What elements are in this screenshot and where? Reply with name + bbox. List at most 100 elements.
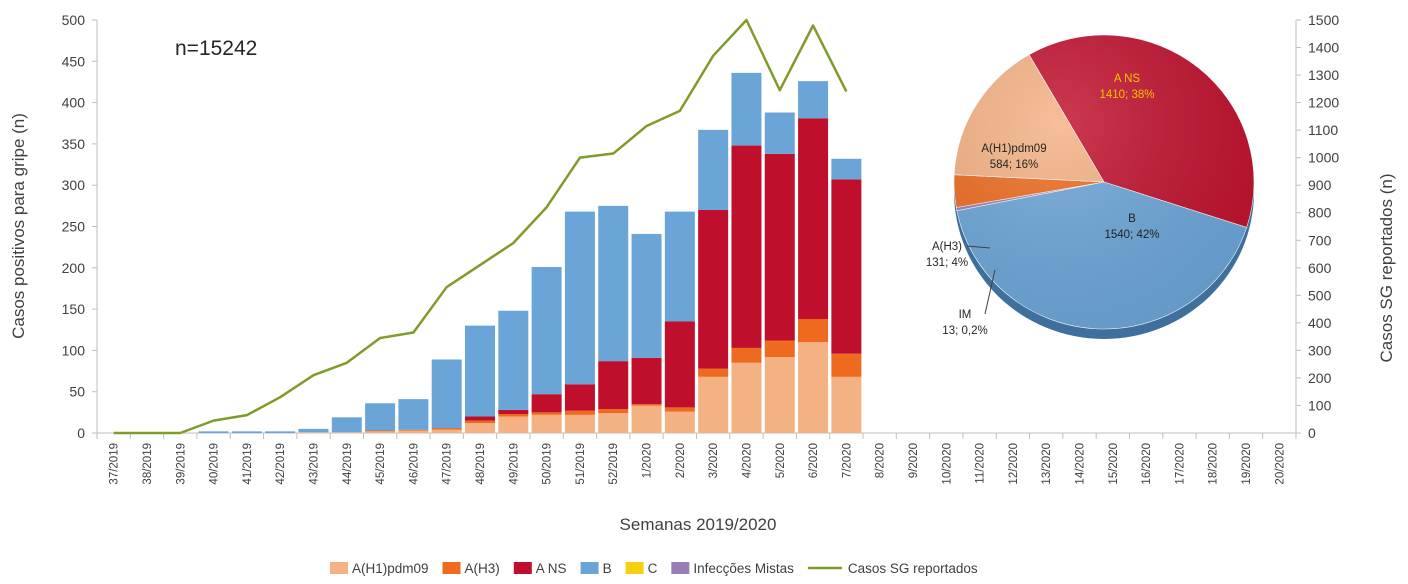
legend-label: B (603, 561, 612, 576)
legend-swatch (625, 562, 644, 574)
y-tick-label-left: 350 (62, 136, 86, 152)
pie-shading (954, 35, 1254, 329)
y-axis-title-right: Casos SG reportados (n) (1377, 174, 1396, 363)
x-tick-label: 14/2020 (1075, 443, 1087, 485)
bar-segment (265, 431, 296, 433)
legend-label: A NS (536, 561, 567, 576)
y-tick-label-left: 100 (62, 342, 86, 358)
bar-segment (764, 357, 795, 433)
bar-segment (664, 321, 695, 408)
y-tick-label-right: 800 (1308, 205, 1332, 221)
x-tick-label: 19/2020 (1241, 443, 1253, 485)
x-tick-label: 46/2019 (408, 443, 420, 485)
y-tick-label-right: 300 (1308, 342, 1332, 358)
x-tick-label: 20/2020 (1274, 443, 1286, 485)
y-tick-label-right: 0 (1308, 425, 1316, 441)
bar-segment (598, 205, 629, 362)
y-tick-label-right: 200 (1308, 370, 1332, 386)
y-tick-label-right: 100 (1308, 397, 1332, 413)
bar-segment (298, 428, 329, 433)
bar-segment (531, 412, 562, 415)
bar-segment (598, 361, 629, 410)
pie-label-name: A(H1)pdm09 (981, 143, 1046, 155)
line-layer (113, 18, 848, 435)
bar-segment (798, 118, 829, 320)
legend-label: C (648, 561, 658, 576)
pie-leader-line (984, 269, 996, 315)
x-tick-label: 43/2019 (308, 443, 320, 485)
x-tick-label: 45/2019 (375, 443, 387, 485)
bar-segment (231, 431, 262, 433)
bar-segment (731, 347, 762, 363)
y-tick-label-left: 150 (62, 301, 86, 317)
legend-label: Casos SG reportados (848, 561, 978, 576)
pie-chart: A NS 1410; 38% B 1540; 42% IM 13; 0,2% A(H3) 13… (926, 34, 1255, 339)
y-tick-label-right: 900 (1308, 177, 1332, 193)
y-tick-label-left: 400 (62, 95, 86, 111)
legend-swatch (442, 562, 461, 574)
bars-layer (198, 72, 862, 433)
legend-swatch (580, 562, 599, 574)
bar-segment (598, 409, 629, 414)
y-tick-label-right: 500 (1308, 287, 1332, 303)
bar-segment (498, 310, 529, 410)
x-tick-label: 9/2020 (908, 443, 920, 478)
x-tick-label: 39/2019 (175, 443, 187, 485)
x-tick-label: 52/2019 (608, 443, 620, 485)
x-tick-label: 38/2019 (142, 443, 154, 485)
bar-segment (531, 394, 562, 413)
bar-segment (731, 145, 762, 348)
y-tick-label-right: 1000 (1308, 150, 1339, 166)
x-tick-label: 47/2019 (442, 443, 454, 485)
legend-swatch (330, 562, 348, 574)
x-axis-title: Semanas 2019/2020 (620, 515, 777, 534)
y-tick-label-right: 1300 (1308, 67, 1339, 83)
y-tick-label-right: 1400 (1308, 40, 1339, 56)
bar-segment (598, 413, 629, 433)
y-tick-label-left: 500 (62, 12, 86, 28)
bar-segment (731, 362, 762, 433)
x-tick-label: 50/2019 (542, 443, 554, 485)
pie-label-name: B (1128, 213, 1136, 225)
bar-segment (831, 376, 862, 433)
x-tick-label: 16/2020 (1141, 443, 1153, 485)
bar-segment (698, 129, 729, 210)
labels-layer: n=15242 Semanas 2019/2020 Casos positivo… (9, 37, 1396, 534)
x-tick-label: 12/2020 (1008, 443, 1020, 485)
bar-segment (465, 420, 496, 424)
bar-segment (498, 414, 529, 417)
bar-segment (564, 211, 595, 385)
y-tick-label-right: 600 (1308, 260, 1332, 276)
x-tick-label: 5/2020 (775, 443, 787, 478)
bar-segment (564, 384, 595, 411)
legend-label: A(H3) (465, 561, 500, 576)
y-axis-title-left: Casos positivos para gripe (n) (9, 113, 28, 339)
bar-segment (698, 368, 729, 377)
bar-segment (365, 403, 396, 431)
y-tick-label-left: 450 (62, 53, 86, 69)
bar-segment (631, 405, 662, 433)
x-tick-label: 3/2020 (708, 443, 720, 478)
bar-segment (398, 429, 429, 431)
x-tick-label: 51/2019 (575, 443, 587, 485)
x-tick-label: 17/2020 (1174, 443, 1186, 485)
x-tick-label: 41/2019 (242, 443, 254, 485)
series-line (113, 18, 848, 435)
x-tick-label: 49/2019 (508, 443, 520, 485)
bar-segment (498, 409, 529, 415)
x-tick-label: 42/2019 (275, 443, 287, 485)
bar-segment (564, 410, 595, 415)
bar-segment (631, 404, 662, 406)
bar-segment (664, 211, 695, 322)
bar-segment (764, 153, 795, 341)
bar-segment (664, 407, 695, 412)
x-tick-label: 48/2019 (475, 443, 487, 485)
bar-segment (398, 399, 429, 430)
bar-segment (764, 340, 795, 358)
bar-segment (731, 72, 762, 146)
x-tick-label: 13/2020 (1041, 443, 1053, 485)
bar-segment (798, 81, 829, 119)
x-tick-label: 44/2019 (342, 443, 354, 485)
pie-label-value: 1540; 42% (1105, 229, 1160, 241)
x-tick-label: 1/2020 (642, 443, 654, 478)
